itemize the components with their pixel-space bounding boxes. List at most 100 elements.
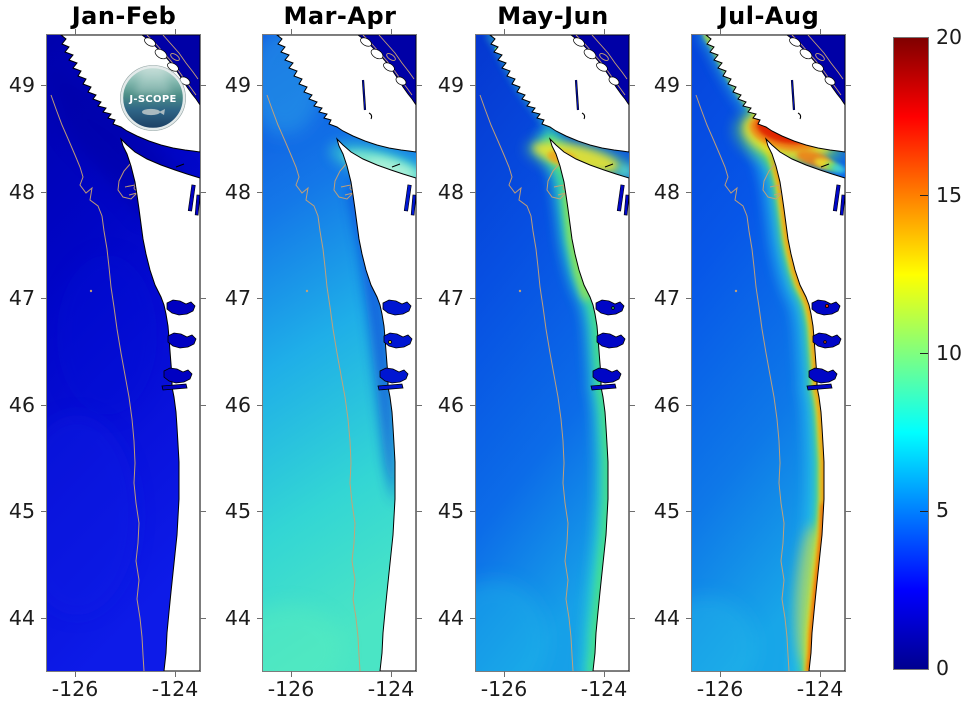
y-tick-label: 49 <box>224 73 251 98</box>
colorbar-tick-label: 10 <box>936 340 963 365</box>
map-panel-0: J-SCOPE <box>46 34 201 672</box>
colorbar-tick-10 <box>920 353 928 355</box>
y-tick-label: 44 <box>8 605 35 630</box>
x-tick-label: -126 <box>267 677 315 701</box>
y-tick-label: 46 <box>224 392 251 417</box>
y-tick-left <box>470 404 476 406</box>
y-tick-right <box>200 404 206 406</box>
y-tick-left <box>257 404 263 406</box>
x-tick-label: -126 <box>51 677 99 701</box>
colorbar-tick-label: 5 <box>936 498 950 523</box>
y-tick-right <box>845 404 851 406</box>
y-tick-label: 44 <box>437 605 464 630</box>
y-tick-right <box>200 191 206 193</box>
y-tick-label: 48 <box>653 179 680 204</box>
inland-waters <box>574 79 629 216</box>
strait-of-georgia <box>570 35 629 106</box>
y-tick-label: 48 <box>8 179 35 204</box>
panel-title-jul-aug: Jul-Aug <box>718 2 820 30</box>
x-tick-label: -124 <box>580 677 628 701</box>
y-tick-right <box>416 85 422 87</box>
x-tick-top <box>391 29 393 35</box>
map-panel-1 <box>262 34 417 672</box>
y-tick-right <box>200 85 206 87</box>
colorbar-tick-label: 20 <box>936 25 963 49</box>
x-tick-bottom <box>175 671 177 677</box>
y-tick-left <box>470 298 476 300</box>
y-tick-left <box>41 298 47 300</box>
y-tick-left <box>470 617 476 619</box>
map-canvas <box>263 35 416 671</box>
y-tick-left <box>41 511 47 513</box>
map-panel-3 <box>691 34 846 672</box>
x-tick-label: -126 <box>696 677 744 701</box>
y-tick-label: 47 <box>224 286 251 311</box>
y-tick-label: 47 <box>8 286 35 311</box>
land-layer <box>489 35 629 671</box>
x-tick-bottom <box>391 671 393 677</box>
y-tick-right <box>416 511 422 513</box>
y-tick-right <box>845 298 851 300</box>
y-tick-label: 45 <box>653 499 680 524</box>
y-tick-label: 49 <box>8 73 35 98</box>
y-tick-left <box>41 404 47 406</box>
y-tick-right <box>845 191 851 193</box>
y-tick-left <box>686 298 692 300</box>
y-tick-left <box>257 617 263 619</box>
x-tick-label: -124 <box>151 677 199 701</box>
x-tick-top <box>504 29 506 35</box>
strait-of-georgia <box>786 35 845 106</box>
y-tick-label: 49 <box>437 73 464 98</box>
colorbar-tick-5 <box>920 511 928 513</box>
map-canvas: J-SCOPE <box>47 35 200 671</box>
y-tick-right <box>416 617 422 619</box>
map-panel-2 <box>475 34 630 672</box>
map-canvas <box>692 35 845 671</box>
x-tick-bottom <box>291 671 293 677</box>
y-tick-label: 47 <box>437 286 464 311</box>
y-tick-right <box>416 191 422 193</box>
x-tick-bottom <box>720 671 722 677</box>
y-tick-label: 46 <box>437 392 464 417</box>
x-tick-label: -124 <box>367 677 415 701</box>
panel-title-mar-apr: Mar-Apr <box>283 2 397 30</box>
x-tick-bottom <box>604 671 606 677</box>
land-layer <box>705 35 845 671</box>
y-tick-left <box>470 85 476 87</box>
estuaries <box>161 299 197 391</box>
x-tick-label: -126 <box>480 677 528 701</box>
y-tick-right <box>416 298 422 300</box>
y-tick-label: 48 <box>437 179 464 204</box>
svg-text:J-SCOPE: J-SCOPE <box>128 94 176 105</box>
inland-waters <box>790 79 845 216</box>
y-tick-left <box>257 511 263 513</box>
y-tick-left <box>257 85 263 87</box>
strait-of-georgia <box>357 35 416 106</box>
x-tick-bottom <box>504 671 506 677</box>
y-tick-left <box>41 617 47 619</box>
y-tick-right <box>629 404 635 406</box>
y-tick-right <box>629 85 635 87</box>
estuaries <box>590 299 626 391</box>
y-tick-right <box>629 298 635 300</box>
y-tick-right <box>629 617 635 619</box>
x-tick-top <box>820 29 822 35</box>
estuaries <box>806 299 842 391</box>
panel-title-jan-feb: Jan-Feb <box>71 2 177 30</box>
x-tick-top <box>604 29 606 35</box>
y-tick-right <box>845 511 851 513</box>
y-tick-right <box>200 511 206 513</box>
x-tick-bottom <box>75 671 77 677</box>
land-layer <box>276 35 416 671</box>
colorbar-tick-label: 0 <box>936 656 950 680</box>
x-tick-top <box>175 29 177 35</box>
y-tick-left <box>41 85 47 87</box>
y-tick-right <box>200 298 206 300</box>
map-canvas <box>476 35 629 671</box>
y-tick-label: 48 <box>224 179 251 204</box>
y-tick-left <box>686 85 692 87</box>
y-tick-label: 45 <box>224 499 251 524</box>
panel-title-may-jun: May-Jun <box>497 2 609 30</box>
x-tick-top <box>75 29 77 35</box>
